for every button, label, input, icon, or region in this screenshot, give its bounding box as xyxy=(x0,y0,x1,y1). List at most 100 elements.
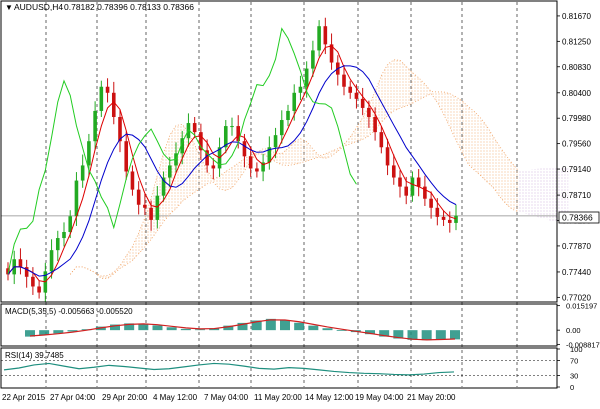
y-tick-label: 0.79140 xyxy=(562,165,591,174)
candle-body xyxy=(267,147,272,163)
candle-body xyxy=(167,165,172,178)
candle-body xyxy=(105,86,110,93)
indicator-lines xyxy=(7,27,457,283)
macd-bar xyxy=(53,330,64,334)
candle-body xyxy=(87,141,91,166)
macd-y-tick-label: 0.00 xyxy=(566,326,581,335)
macd-bar xyxy=(265,318,276,331)
candle-body xyxy=(130,171,135,190)
candle-body xyxy=(348,86,353,93)
macd-bar xyxy=(251,320,262,331)
macd-bar xyxy=(124,323,135,331)
price-frame xyxy=(0,0,558,303)
macd-bar xyxy=(209,328,220,331)
y-tick-label: 0.79560 xyxy=(562,140,591,149)
candle-body xyxy=(342,74,346,87)
y-tick-label: 0.80830 xyxy=(562,63,591,72)
candle-body xyxy=(304,68,309,87)
macd-bar xyxy=(393,330,404,339)
rsi-y-tick-label: 0 xyxy=(570,383,574,392)
macd-bar xyxy=(407,330,418,340)
chikou-span-line xyxy=(7,27,357,274)
candle-body xyxy=(223,126,228,148)
candle-body xyxy=(391,165,396,178)
rsi-line xyxy=(3,362,455,376)
candle-body xyxy=(323,26,328,45)
kijun-sen-line xyxy=(7,65,457,277)
candle-body xyxy=(354,92,359,99)
y-tick-label: 0.77870 xyxy=(562,242,591,251)
candle-body xyxy=(398,177,402,187)
candle-body xyxy=(199,132,203,151)
rsi-y-tick-label: 70 xyxy=(570,356,578,365)
candle-body xyxy=(236,126,241,142)
candle-body xyxy=(242,141,247,157)
candle-body xyxy=(261,162,265,172)
axes: 22 Apr 2015 27 Apr 04:00 29 Apr 20:00 4 May… xyxy=(2,12,591,402)
candle-body xyxy=(68,216,73,232)
candle-body xyxy=(454,215,458,223)
candle-body xyxy=(6,268,10,275)
macd-bar xyxy=(39,330,50,335)
candle-body xyxy=(373,117,377,133)
candle-body xyxy=(211,165,216,169)
candle-body xyxy=(80,165,85,181)
y-tick-label: 0.77020 xyxy=(562,293,591,302)
candle-body xyxy=(416,177,421,187)
x-tick-label: 22 Apr 2015 xyxy=(2,393,46,402)
candle-body xyxy=(292,92,297,111)
x-tick-label: 19 May 04:00 xyxy=(355,393,404,402)
cloud-bullish xyxy=(70,59,519,279)
candle-body xyxy=(62,232,66,239)
symbol-arrow-icon[interactable]: ▼ xyxy=(5,3,13,12)
macd-signal-line xyxy=(29,319,456,341)
x-tick-label: 27 Apr 04:00 xyxy=(50,393,96,402)
candle-body xyxy=(248,156,253,169)
macd-bar xyxy=(138,323,149,331)
x-tick-label: 14 May 12:00 xyxy=(305,393,354,402)
macd-panel: 0.015197 0.00 -0.008817 xyxy=(25,302,600,349)
symbol-label: AUDUSD,H4 xyxy=(14,2,63,12)
macd-bar xyxy=(180,328,191,331)
macd-bar xyxy=(223,325,234,331)
y-tick-label: 0.81670 xyxy=(562,12,591,21)
candle-body xyxy=(360,98,365,108)
cloud-bearish xyxy=(518,166,569,226)
candle-body xyxy=(49,250,54,272)
candle-body xyxy=(317,26,321,51)
macd-bar xyxy=(110,324,120,331)
candle-body xyxy=(286,110,290,121)
candle-body xyxy=(180,138,185,154)
macd-bar xyxy=(379,330,390,337)
macd-bar xyxy=(450,330,460,340)
candle-body xyxy=(205,150,209,166)
y-tick-label: 0.81250 xyxy=(562,37,591,46)
y-tick-label: 0.80400 xyxy=(562,89,591,98)
macd-bar xyxy=(152,325,163,331)
macd-label: MACD(5,35,5) -0.005663 -0.005520 xyxy=(5,307,133,316)
macd-bar xyxy=(25,330,35,337)
current-price-tag: 0.78366 xyxy=(558,211,600,224)
rsi-frame xyxy=(0,347,558,389)
candle-body xyxy=(441,216,446,220)
macd-bar xyxy=(237,322,248,331)
candle-body xyxy=(161,177,166,196)
candle-body xyxy=(74,180,79,217)
macd-bar xyxy=(322,328,333,331)
candle-body xyxy=(192,123,197,133)
candle-body xyxy=(136,189,141,205)
rsi-label: RSI(14) 39.7485 xyxy=(5,351,64,360)
candle-body xyxy=(111,92,116,117)
current-price-label: 0.78366 xyxy=(562,213,593,223)
macd-bar xyxy=(435,330,446,340)
candle-body xyxy=(55,238,60,251)
candle-body xyxy=(143,204,147,208)
y-tick-label: 0.79980 xyxy=(562,114,591,123)
candle-body xyxy=(18,259,23,268)
x-tick-label: 7 May 04:00 xyxy=(204,393,249,402)
candle-body xyxy=(423,186,427,199)
candle-body xyxy=(410,177,415,196)
macd-frame xyxy=(0,303,558,347)
candle-body xyxy=(329,44,334,63)
